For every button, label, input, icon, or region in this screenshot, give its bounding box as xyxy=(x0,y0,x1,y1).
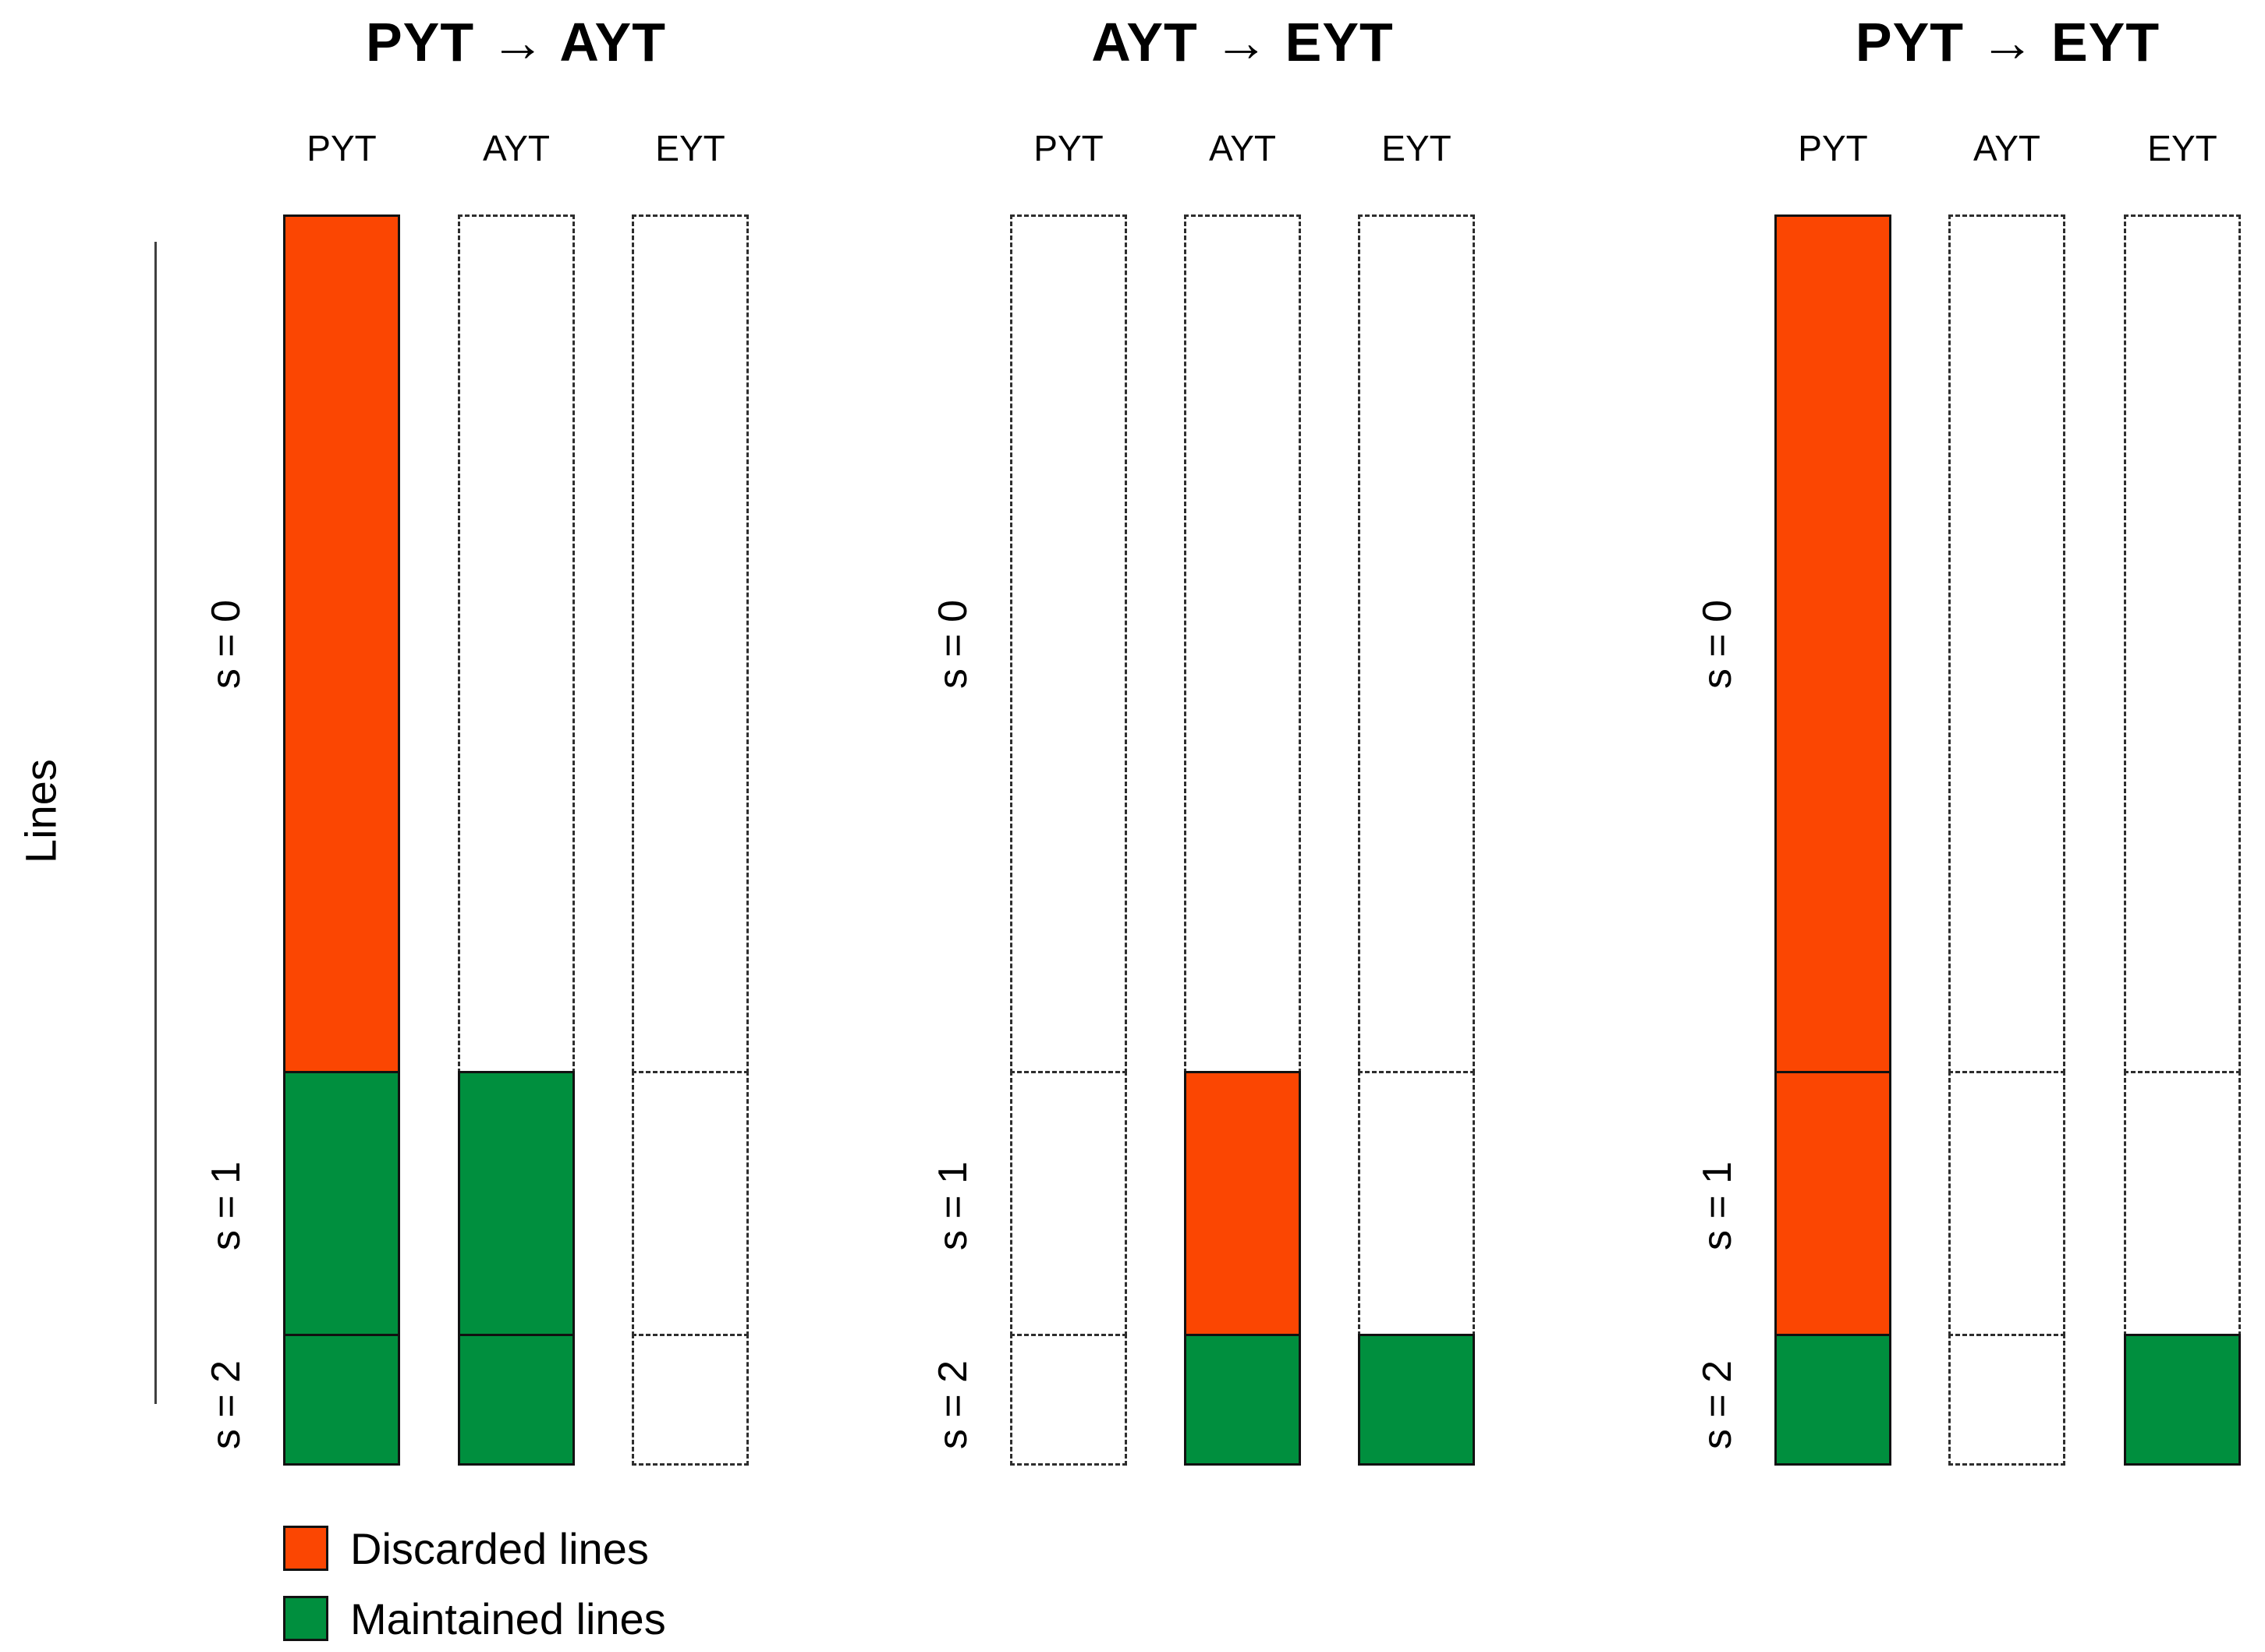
empty-segment xyxy=(632,214,749,1073)
column-header-pyt-panel1: PYT xyxy=(307,128,377,168)
empty-segment xyxy=(632,1071,749,1336)
empty-segment xyxy=(1948,214,2065,1073)
empty-segment xyxy=(1948,1334,2065,1466)
empty-segment xyxy=(632,1334,749,1466)
column-header-ayt-panel1: AYT xyxy=(482,128,551,168)
stage-label-s1-panel2: s = 1 xyxy=(930,1161,976,1251)
discarded-segment xyxy=(1184,1071,1301,1336)
y-axis-line xyxy=(154,242,157,1404)
empty-segment xyxy=(1948,1071,2065,1336)
maintained-segment xyxy=(1184,1334,1301,1466)
bar-column-pyt-panel2 xyxy=(1010,214,1127,1470)
column-header-eyt-panel3: EYT xyxy=(2147,128,2217,168)
empty-segment xyxy=(2124,214,2241,1073)
empty-segment xyxy=(1010,1071,1127,1336)
stage-label-s0-panel2: s = 0 xyxy=(930,599,976,689)
maintained-segment xyxy=(2124,1334,2241,1466)
discarded-segment xyxy=(1774,1071,1891,1336)
bar-column-ayt-panel2 xyxy=(1184,214,1301,1470)
column-header-eyt-panel2: EYT xyxy=(1381,128,1452,168)
stage-label-s0-panel1: s = 0 xyxy=(204,599,249,689)
discarded-swatch-icon xyxy=(283,1526,328,1571)
legend-item-discarded: Discarded lines xyxy=(283,1523,649,1573)
y-axis-label: Lines xyxy=(16,759,66,863)
maintained-segment xyxy=(283,1071,400,1336)
maintained-segment xyxy=(1774,1334,1891,1466)
stage-label-s2-panel1: s = 2 xyxy=(204,1360,249,1449)
stage-label-s1-panel1: s = 1 xyxy=(204,1161,249,1251)
maintained-swatch-icon xyxy=(283,1596,328,1641)
legend-item-maintained: Maintained lines xyxy=(283,1594,666,1643)
discarded-segment xyxy=(1774,214,1891,1073)
bar-column-eyt-panel2 xyxy=(1358,214,1475,1470)
empty-segment xyxy=(1010,214,1127,1073)
discarded-segment xyxy=(283,214,400,1073)
column-header-pyt-panel2: PYT xyxy=(1033,128,1104,168)
stage-label-s2-panel3: s = 2 xyxy=(1695,1360,1740,1449)
legend-label-discarded: Discarded lines xyxy=(350,1523,649,1573)
maintained-segment xyxy=(283,1334,400,1466)
empty-segment xyxy=(1358,1071,1475,1336)
bar-column-eyt-panel3 xyxy=(2124,214,2241,1470)
maintained-segment xyxy=(458,1071,575,1336)
panel-title-2: AYT → EYT xyxy=(1091,12,1394,73)
empty-segment xyxy=(458,214,575,1073)
legend-label-maintained: Maintained lines xyxy=(350,1594,666,1643)
empty-segment xyxy=(1010,1334,1127,1466)
empty-segment xyxy=(1358,214,1475,1073)
panel-title-1: PYT → AYT xyxy=(365,12,667,73)
bar-column-pyt-panel3 xyxy=(1774,214,1891,1470)
panel-title-3: PYT → EYT xyxy=(1855,12,2160,73)
stage-label-s1-panel3: s = 1 xyxy=(1695,1161,1740,1251)
bar-column-pyt-panel1 xyxy=(283,214,400,1470)
bar-column-ayt-panel3 xyxy=(1948,214,2065,1470)
column-header-ayt-panel3: AYT xyxy=(1973,128,2041,168)
column-header-pyt-panel3: PYT xyxy=(1798,128,1868,168)
column-header-eyt-panel1: EYT xyxy=(655,128,725,168)
stage-label-s2-panel2: s = 2 xyxy=(930,1360,976,1449)
empty-segment xyxy=(2124,1071,2241,1336)
bar-column-eyt-panel1 xyxy=(632,214,749,1470)
empty-segment xyxy=(1184,214,1301,1073)
bar-column-ayt-panel1 xyxy=(458,214,575,1470)
maintained-segment xyxy=(1358,1334,1475,1466)
stage-label-s0-panel3: s = 0 xyxy=(1695,599,1740,689)
maintained-segment xyxy=(458,1334,575,1466)
column-header-ayt-panel2: AYT xyxy=(1208,128,1277,168)
